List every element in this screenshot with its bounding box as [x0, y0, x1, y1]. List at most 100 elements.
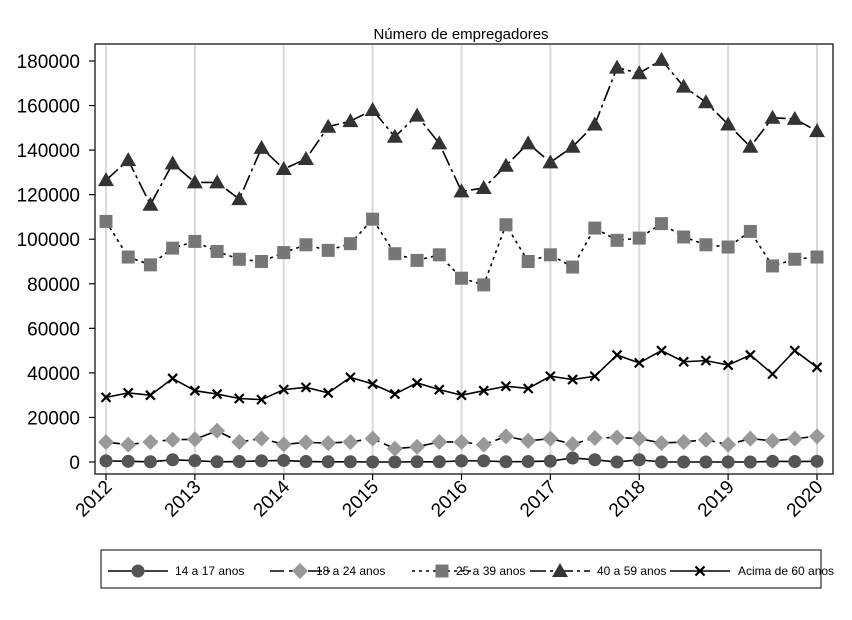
data-point-square: [699, 238, 713, 252]
x-tick-label: 2016: [427, 477, 472, 522]
data-point-circle: [299, 455, 313, 469]
data-point-diamond: [631, 430, 648, 447]
data-point-triangle: [253, 139, 270, 154]
data-point-circle: [632, 453, 646, 467]
data-point-triangle: [98, 172, 114, 187]
data-point-circle: [143, 455, 157, 469]
data-point-triangle: [497, 157, 514, 172]
data-point-x: [167, 373, 178, 384]
legend-label: 40 a 59 anos: [597, 564, 666, 578]
data-point-diamond: [720, 436, 737, 453]
data-point-circle: [788, 455, 802, 469]
data-point-x: [411, 377, 423, 389]
data-point-diamond: [120, 436, 137, 453]
data-point-triangle: [564, 138, 581, 153]
data-point-circle: [477, 454, 491, 468]
data-point-x: [211, 388, 223, 400]
data-point-diamond: [231, 433, 248, 450]
legend-marker-circle: [131, 564, 145, 578]
data-point-square: [388, 247, 402, 261]
data-point-diamond: [453, 433, 470, 450]
legend-marker-diamond: [292, 563, 308, 579]
data-point-diamond: [209, 422, 226, 439]
chart-title: Número de empregadores: [373, 26, 548, 43]
grid: [105, 45, 818, 473]
data-point-diamond: [164, 431, 181, 448]
data-point-square: [366, 212, 380, 226]
data-point-triangle: [742, 138, 759, 153]
data-point-x: [278, 384, 290, 395]
x-tick-label: 2017: [516, 477, 561, 522]
data-point-square: [455, 271, 468, 285]
legend-label: Acima de 60 anos: [738, 564, 834, 578]
y-tick-label: 60000: [27, 319, 80, 340]
data-point-square: [143, 258, 157, 272]
data-point-diamond: [609, 429, 626, 446]
data-point-square: [166, 241, 180, 255]
data-point-square: [654, 217, 668, 231]
legend-item: 40 a 59 anos: [530, 563, 666, 578]
x-tick-label: 2020: [783, 477, 828, 522]
data-point-diamond: [431, 433, 448, 450]
data-point-circle: [699, 455, 713, 469]
data-point-x: [300, 382, 312, 393]
legend-marker-triangle: [552, 563, 568, 577]
data-point-triangle: [142, 196, 159, 211]
data-point-triangle: [520, 135, 537, 150]
data-point-diamond: [675, 433, 692, 450]
data-point-triangle: [186, 174, 203, 189]
data-point-diamond: [520, 432, 537, 449]
data-point-x: [767, 368, 778, 380]
data-point-triangle: [431, 135, 448, 150]
plot-frame: [94, 43, 834, 475]
data-point-diamond: [98, 434, 114, 451]
data-point-square: [299, 238, 313, 252]
data-point-square: [677, 230, 691, 244]
data-point-triangle: [453, 183, 470, 198]
series-group: [98, 51, 825, 469]
data-point-circle: [388, 455, 402, 469]
data-point-triangle: [409, 107, 426, 122]
data-point-triangle: [631, 65, 648, 80]
data-point-diamond: [342, 433, 359, 450]
x-axis: 2012 2013 2014 2015 2016 2017 2018 2019 2020: [72, 474, 828, 521]
data-point-triangle: [320, 118, 337, 133]
data-point-x: [545, 370, 556, 382]
data-point-square: [588, 221, 602, 235]
data-point-diamond: [697, 431, 714, 448]
data-point-diamond: [786, 430, 803, 447]
data-point-x: [322, 387, 334, 399]
data-point-x: [811, 362, 823, 373]
data-point-circle: [654, 455, 668, 469]
data-point-square: [255, 255, 269, 268]
data-point-diamond: [497, 428, 514, 445]
data-point-triangle: [386, 128, 403, 143]
data-point-triangle: [364, 102, 381, 117]
data-point-circle: [743, 455, 757, 469]
data-point-circle: [721, 455, 735, 469]
data-point-triangle: [209, 174, 226, 189]
data-point-square: [99, 214, 113, 228]
x-tick-label: 2018: [605, 477, 650, 522]
y-tick-label: 140000: [17, 141, 80, 162]
x-tick-label: 2013: [161, 477, 206, 522]
data-point-square: [610, 233, 624, 247]
data-point-square: [499, 218, 513, 232]
legend-label: 25 a 39 anos: [456, 564, 525, 578]
data-point-square: [188, 234, 202, 248]
data-point-triangle: [164, 155, 181, 170]
data-point-x: [189, 385, 201, 396]
series-line: [105, 58, 818, 207]
data-point-square: [277, 246, 291, 260]
data-point-diamond: [742, 430, 759, 447]
y-axis: 0 20000 40000 60000 80000 100000 120000 140000 1…: [17, 52, 95, 474]
data-point-diamond: [142, 433, 159, 450]
data-point-x: [656, 345, 667, 356]
data-point-x: [700, 355, 712, 366]
data-point-square: [343, 237, 357, 251]
data-point-circle: [321, 455, 335, 469]
y-tick-label: 0: [69, 453, 80, 474]
data-point-triangle: [586, 116, 603, 131]
data-point-diamond: [653, 435, 670, 452]
